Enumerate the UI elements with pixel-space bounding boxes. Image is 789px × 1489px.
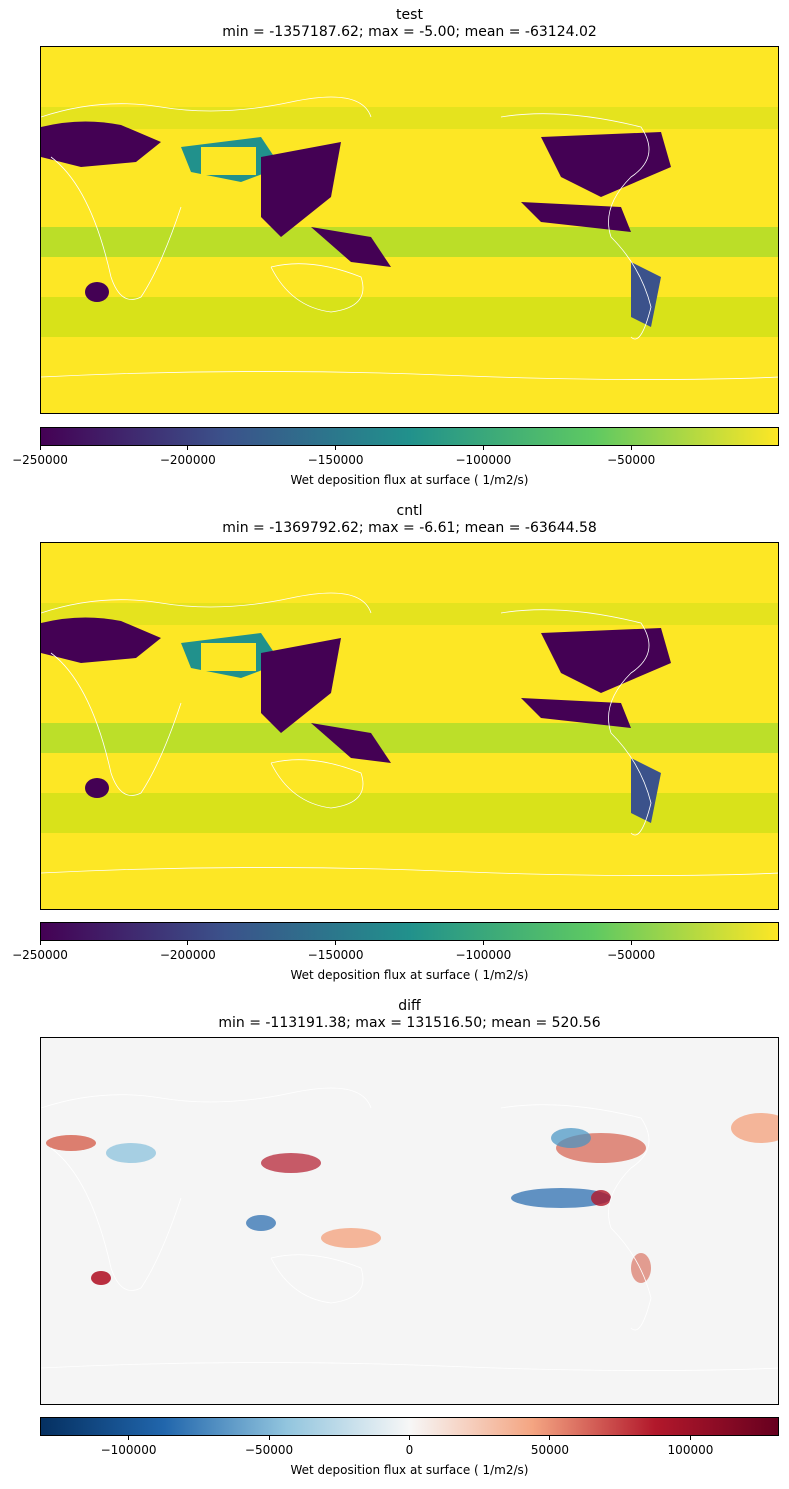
panel-title: cntl [396,503,423,519]
panel-title: diff [398,998,421,1014]
difference-anomalies [46,1113,778,1285]
panel-stats: min = -113191.38; max = 131516.50; mean … [218,1015,601,1031]
east-asia-region [261,638,341,733]
colorbar-label: Wet deposition flux at surface ( 1/m2/s) [290,968,529,982]
south-america-region [631,262,661,327]
panel-title: test [396,7,423,23]
colorbar-diff [40,1417,779,1436]
panel-stats: min = -1369792.62; max = -6.61; mean = -… [222,520,597,536]
colorbar-ticks: −250000 −200000 −150000 −100000 −50000 [12,446,779,468]
colorbar-ticks: −250000 −200000 −150000 −100000 −50000 [12,941,779,963]
south-america-region [631,758,661,823]
east-asia-region [261,142,341,237]
north-america-region [541,132,671,197]
north-america-region [541,628,671,693]
colorbar-label: Wet deposition flux at surface ( 1/m2/s) [290,1463,529,1477]
map-cntl [40,542,779,910]
indonesia-region [311,723,391,763]
colorbar-ticks: −100000 −50000 0 50000 100000 [40,1436,779,1458]
coastlines [41,1087,778,1371]
tibet-region [201,147,256,175]
atlantic-region [521,698,631,728]
map-test [40,46,779,414]
colorbar-label: Wet deposition flux at surface ( 1/m2/s) [290,473,529,487]
band-subtropics [41,603,778,625]
coastlines [41,96,778,380]
atlantic-region [521,202,631,232]
map-background [41,1038,778,1404]
indonesia-region [311,227,391,267]
colorbar-test [40,427,779,446]
map-diff [40,1037,779,1405]
panel-stats: min = -1357187.62; max = -5.00; mean = -… [222,24,597,40]
south-africa-region [85,282,109,302]
coastlines [41,592,778,876]
band-tropics [41,723,778,753]
band-tropics [41,227,778,257]
south-africa-region [85,778,109,798]
tibet-region [201,643,256,671]
europe-region [41,617,161,663]
band-south [41,297,778,337]
colorbar-cntl [40,922,779,941]
band-south [41,793,778,833]
europe-region [41,121,161,167]
band-subtropics [41,107,778,129]
